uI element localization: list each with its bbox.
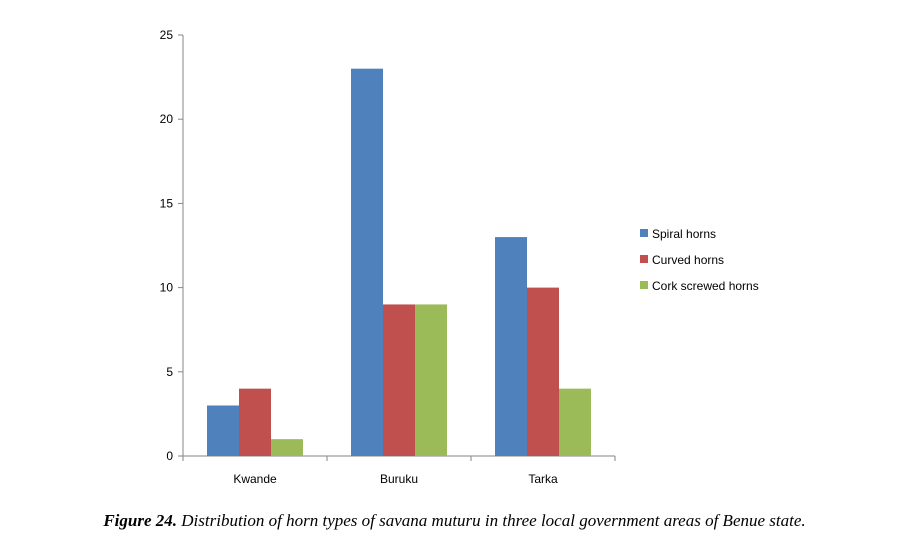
bar-spiral-horns [495,237,527,456]
bar-curved-horns [527,287,559,456]
y-tick-label: 25 [160,28,174,42]
bar-chart: 0 5 10 15 20 25 Kwande Buruku Tarka Spiral horns C… [160,28,759,486]
bar-cork-screwed-horns [559,388,591,456]
bar-curved-horns [383,304,415,456]
legend-label: Curved horns [652,253,724,267]
y-tick-label: 5 [166,365,173,379]
figure-caption: Figure 24. Distribution of horn types of… [0,511,909,531]
bar-spiral-horns [351,68,383,457]
legend-swatch [640,229,648,237]
bar-cork-screwed-horns [415,304,447,456]
bar-spiral-horns [207,405,239,456]
y-tick-label: 10 [160,281,174,295]
caption-label: Figure 24. [103,511,178,530]
y-tick-label: 15 [160,196,174,210]
x-tick-label: Buruku [380,472,418,486]
y-tick-label: 20 [160,112,174,126]
legend-swatch [640,255,648,263]
bar-cork-screwed-horns [271,439,303,456]
x-tick-label: Kwande [233,472,277,486]
x-tick-label: Tarka [528,472,558,486]
caption-text: Distribution of horn types of savana mut… [177,511,806,530]
y-tick-label: 0 [166,449,173,463]
legend-label: Cork screwed horns [652,279,759,293]
bar-curved-horns [239,388,271,456]
legend-swatch [640,281,648,289]
legend-label: Spiral horns [652,227,716,241]
